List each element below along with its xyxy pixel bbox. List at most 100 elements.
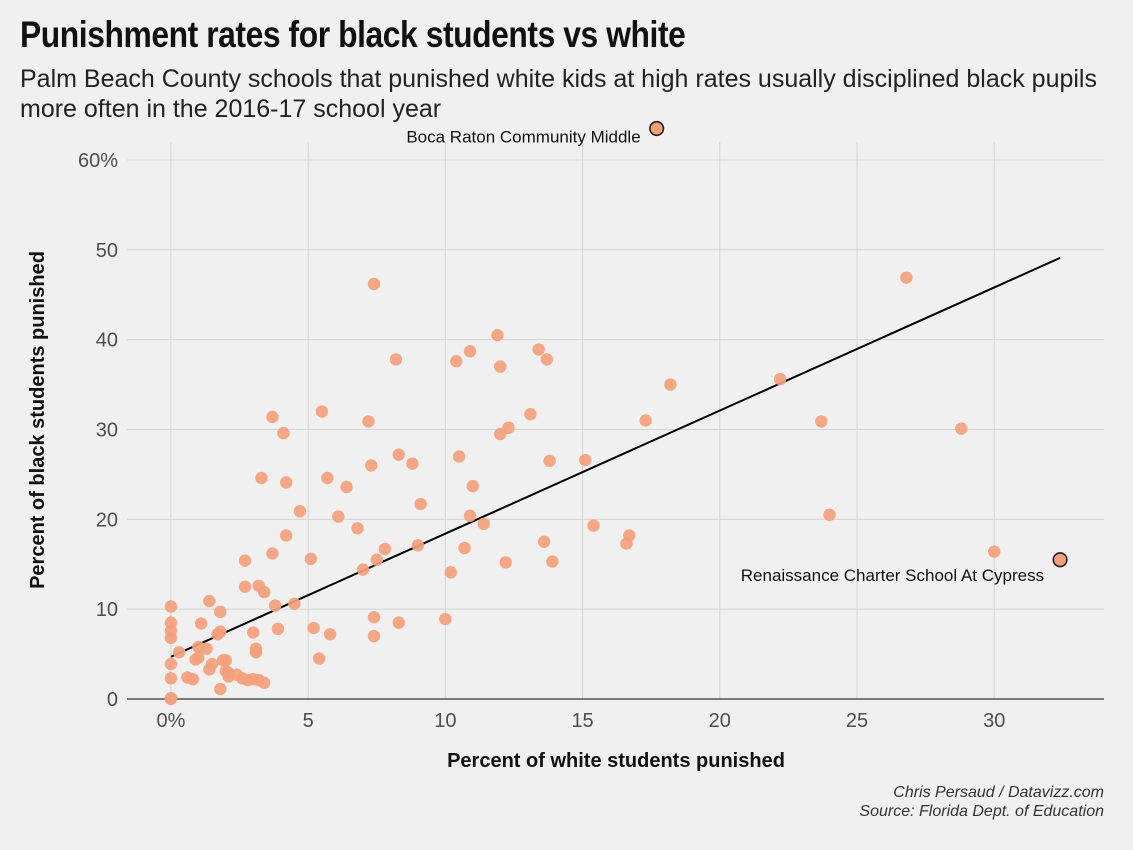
- highlight-point: [649, 120, 665, 137]
- data-point: [164, 672, 178, 685]
- data-point: [362, 415, 375, 428]
- data-point: [378, 542, 392, 556]
- data-point: [312, 652, 326, 665]
- x-tick-label: 10: [434, 710, 456, 732]
- x-axis-title: Percent of white students punished: [447, 750, 785, 772]
- data-point: [367, 629, 381, 643]
- data-point: [587, 519, 600, 532]
- data-point: [623, 529, 636, 542]
- data-point: [579, 453, 592, 467]
- y-tick-label: 40: [96, 330, 118, 352]
- x-tick-label: 15: [571, 710, 593, 732]
- data-point: [268, 599, 282, 612]
- chart-subtitle: Palm Beach County schools that punished …: [20, 65, 1097, 123]
- data-point: [214, 625, 227, 638]
- data-point: [164, 657, 178, 671]
- x-tick-label: 25: [846, 710, 868, 732]
- y-tick-label: 0: [107, 689, 118, 711]
- data-point: [463, 345, 477, 358]
- data-point: [271, 622, 285, 636]
- caption-source: Source: Florida Dept. of Education: [859, 803, 1104, 820]
- data-point: [543, 454, 556, 468]
- x-tick-label: 5: [303, 710, 314, 732]
- data-point: [639, 414, 652, 427]
- data-point: [458, 541, 471, 555]
- data-point: [279, 529, 293, 542]
- data-point: [266, 410, 279, 424]
- data-point: [238, 554, 252, 567]
- data-point: [164, 600, 178, 613]
- data-point: [293, 505, 307, 518]
- data-point: [249, 646, 263, 659]
- data-point: [499, 556, 512, 569]
- data-point: [164, 691, 178, 705]
- data-point: [304, 552, 318, 566]
- data-point: [200, 642, 213, 655]
- highlight-point: [1052, 552, 1068, 568]
- data-point: [367, 277, 381, 291]
- data-point: [321, 471, 334, 485]
- highlighted-points: Boca Raton Community Middle Renaissance C…: [406, 120, 1068, 585]
- x-tick-label: 20: [709, 710, 731, 732]
- data-point: [203, 594, 216, 608]
- data-point: [266, 547, 279, 560]
- data-point: [315, 405, 329, 418]
- data-point: [214, 682, 227, 696]
- data-point: [238, 580, 252, 593]
- data-point: [773, 372, 787, 386]
- data-point: [537, 535, 551, 548]
- data-point: [367, 611, 381, 624]
- data-point: [258, 585, 271, 599]
- data-point: [524, 408, 537, 421]
- data-point: [389, 353, 403, 366]
- data-point: [450, 355, 463, 368]
- data-point: [164, 616, 178, 629]
- x-tick-label: 30: [983, 710, 1005, 732]
- data-point: [439, 612, 452, 626]
- trend-line: [170, 256, 1061, 658]
- data-point: [356, 563, 370, 576]
- data-point: [494, 360, 507, 373]
- data-point: [192, 651, 205, 664]
- grid-lines: [127, 142, 1104, 699]
- data-point: [900, 271, 913, 284]
- caption-author: Chris Persaud / Datavizz.com: [893, 784, 1104, 801]
- data-point: [664, 378, 677, 391]
- data-point: [406, 457, 419, 470]
- data-point: [540, 353, 554, 366]
- data-point: [823, 508, 836, 522]
- data-point: [351, 522, 364, 535]
- x-tick-label: 0%: [156, 710, 185, 732]
- data-point: [546, 555, 559, 568]
- axes: 0% 5 10 15 20 25 30 0 10 20 30 40 50 60%: [78, 150, 1104, 732]
- data-point: [491, 328, 504, 342]
- data-point: [340, 480, 353, 494]
- data-point: [955, 422, 968, 435]
- annotation-label: Renaissance Charter School At Cypress: [741, 566, 1044, 585]
- data-point: [194, 617, 208, 630]
- data-point: [365, 459, 378, 472]
- data-point: [307, 621, 320, 635]
- data-point: [452, 450, 466, 463]
- data-points: [164, 271, 1001, 706]
- data-point: [255, 471, 268, 485]
- data-point: [247, 626, 260, 639]
- y-tick-label: 20: [96, 509, 118, 531]
- data-point: [466, 479, 479, 493]
- data-point: [186, 673, 200, 686]
- data-point: [219, 654, 232, 667]
- data-point: [988, 545, 1001, 558]
- data-point: [463, 509, 477, 522]
- y-axis-title: Percent of black students punished: [27, 251, 49, 589]
- data-point: [392, 616, 405, 629]
- trend-line-group: [170, 256, 1061, 658]
- data-point: [288, 597, 301, 610]
- data-point: [332, 510, 345, 523]
- data-point: [477, 517, 490, 531]
- data-point: [815, 415, 828, 428]
- data-point: [392, 448, 405, 461]
- data-point: [277, 426, 290, 440]
- chart-title: Punishment rates for black students vs w…: [20, 14, 686, 55]
- data-point: [414, 497, 427, 511]
